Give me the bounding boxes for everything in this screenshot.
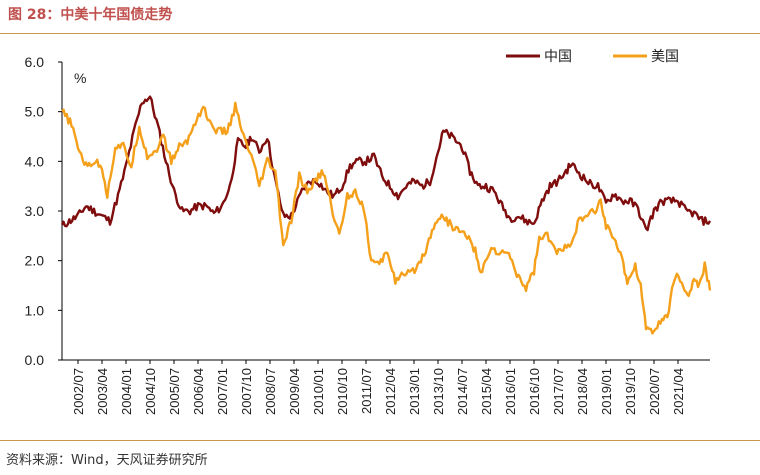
- y-tick-label: 2.0: [25, 253, 45, 269]
- x-tick-label: 2005/07: [167, 368, 182, 415]
- x-tick-label: 2009/04: [287, 368, 302, 415]
- source-note: 资料来源：Wind，天风证券研究所: [6, 453, 208, 468]
- x-tick-label: 2006/04: [191, 368, 206, 415]
- x-tick-label: 2002/07: [71, 368, 86, 415]
- axes: 0.0 1.0 2.0 3.0 4.0 5.0 6.0% 2002/07 2003/04 2004…: [25, 54, 710, 415]
- bottom-rule: [0, 440, 760, 441]
- legend-label-1: 美国: [651, 49, 679, 65]
- x-tick-label: 2007/01: [215, 368, 230, 415]
- x-tick-label: 2021/04: [671, 368, 686, 415]
- x-tick-label: 2017/07: [551, 368, 566, 415]
- x-tick-label: 2016/01: [503, 368, 518, 415]
- x-tick-label: 2004/10: [143, 368, 158, 415]
- x-tick-label: 2011/07: [359, 368, 374, 414]
- x-tick-label: 2003/04: [95, 368, 110, 415]
- yield-chart: 0.0 1.0 2.0 3.0 4.0 5.0 6.0% 2002/07 2003/04 2004…: [25, 49, 712, 415]
- y-tick-label: 4.0: [25, 153, 45, 169]
- plot-area: [60, 95, 712, 335]
- x-tick-label: 2015/04: [479, 368, 494, 415]
- y-tick-label: 5.0: [25, 104, 45, 120]
- x-tick-label: 2016/10: [527, 368, 542, 415]
- x-tick-label: 2020/07: [647, 368, 662, 415]
- x-tick-label: 2019/10: [623, 368, 638, 415]
- x-tick-label: 2010/10: [335, 368, 350, 415]
- y-tick-label: 6.0: [25, 54, 45, 70]
- x-tick-label: 2014/07: [455, 368, 470, 415]
- x-tick-label: 2008/07: [263, 368, 278, 415]
- top-rule: [0, 33, 760, 34]
- y-tick-label: 1.0: [25, 302, 45, 318]
- x-tick-label: 2018/04: [575, 368, 590, 415]
- y-tick-label: 3.0: [25, 203, 45, 219]
- x-tick-label: 2010/01: [311, 368, 326, 415]
- x-tick-label: 2007/10: [239, 368, 254, 415]
- x-tick-label: 2004/01: [119, 368, 134, 415]
- figure-title: 图 28：中美十年国债走势: [8, 7, 173, 23]
- series-line-0: [60, 95, 712, 232]
- x-tick-label: 2013/10: [431, 368, 446, 415]
- x-tick-label: 2019/01: [599, 368, 614, 415]
- legend: 中国 美国: [506, 49, 679, 65]
- x-tick-label: 2012/04: [383, 368, 398, 415]
- legend-label-0: 中国: [544, 49, 572, 65]
- y-axis-unit: %: [74, 70, 86, 86]
- series-line-1: [61, 101, 712, 335]
- x-tick-label: 2013/01: [407, 368, 422, 415]
- y-tick-label: 0.0: [25, 352, 45, 368]
